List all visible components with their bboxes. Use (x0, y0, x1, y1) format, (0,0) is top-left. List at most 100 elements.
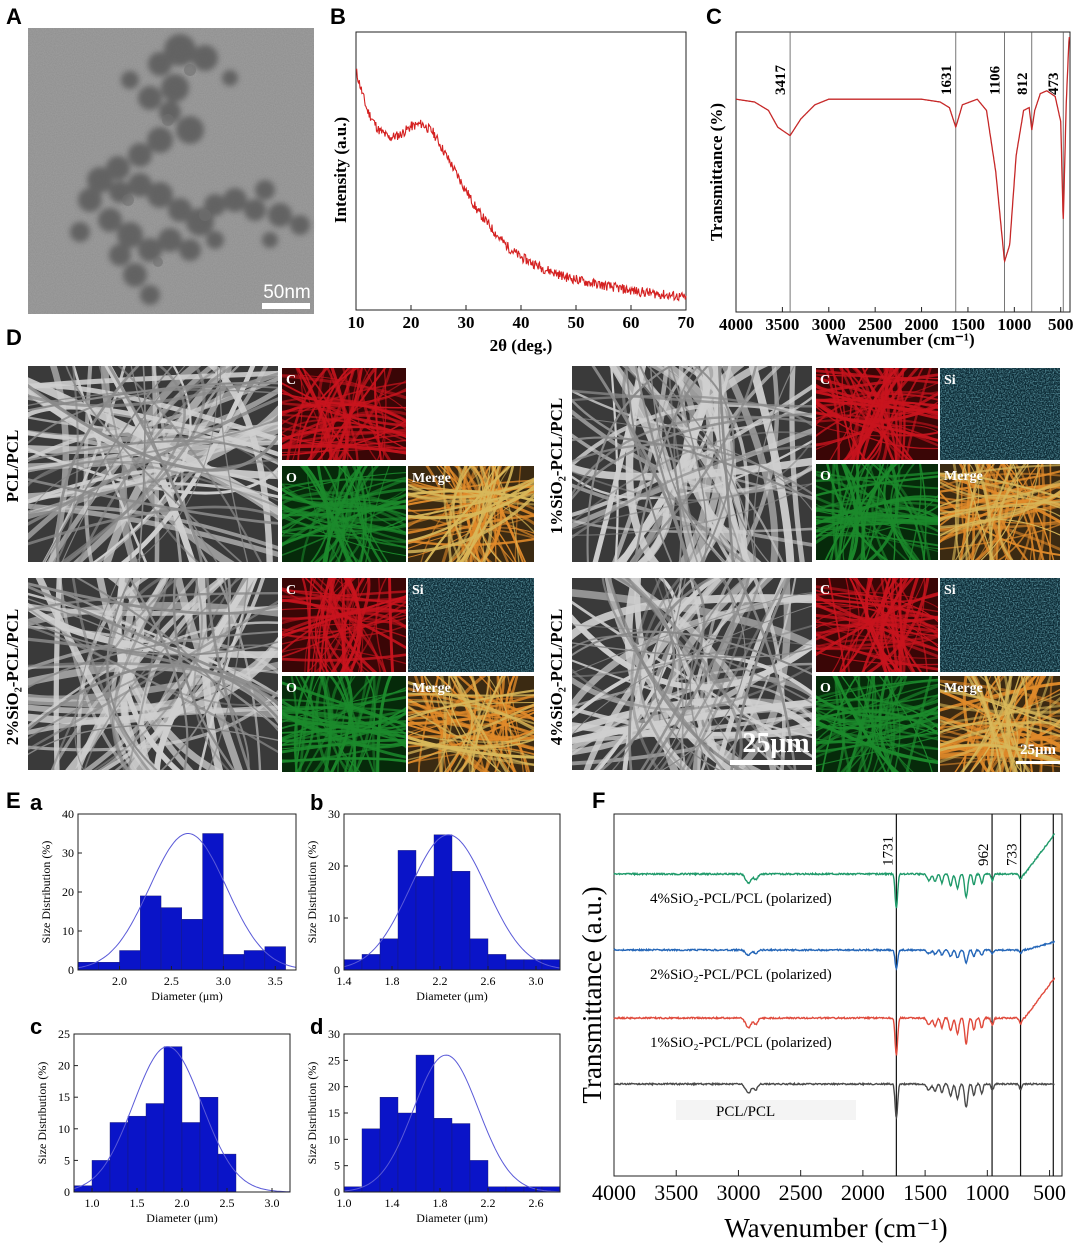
histogram-y-tick-label: 20 (58, 1059, 70, 1073)
normal-fit-curve (77, 833, 297, 969)
ftir-f-trace (613, 977, 1056, 1056)
ftir-f-series-label: 4%SiO₂-PCL/PCL (polarized) (650, 891, 832, 907)
histogram-x-tick-label: 1.4 (337, 974, 352, 988)
eds-map-label: O (820, 681, 831, 696)
fiber-mesh (816, 676, 938, 772)
ftir-f-x-tick-label: 1500 (903, 1180, 947, 1205)
ftir-f-x-tick-label: 3000 (716, 1180, 760, 1205)
fiber-mesh (28, 366, 278, 562)
histogram-x-tick-label: 2.0 (175, 1196, 190, 1210)
histogram-bar (223, 954, 245, 971)
ftir-peak-label: 1106 (987, 65, 1003, 95)
ftir-sio2-chart: Transmittance (%) Wavenumber (cm⁻¹) 4000… (707, 31, 1074, 349)
histogram-x-tick-label: 2.2 (433, 974, 448, 988)
xrd-noisy-trace (355, 68, 687, 302)
eds-map-merge: Merge (408, 676, 534, 772)
histogram-x-tick-label: 1.4 (385, 1196, 400, 1210)
ftir-trace (735, 36, 1070, 264)
tem-scale-bar (262, 303, 310, 309)
histogram-bar (415, 876, 435, 971)
histogram-bar (541, 959, 561, 971)
histogram-y-tick-label: 25 (328, 1053, 340, 1067)
histogram-bar (433, 834, 453, 971)
histogram-bar (160, 907, 183, 971)
eds-map-merge: Merge (940, 464, 1060, 560)
ftir-f-series-label: 1%SiO₂-PCL/PCL (polarized) (650, 1035, 832, 1051)
panel-letter-a: A (6, 4, 22, 29)
fiber-mesh (408, 466, 534, 562)
xrd-chart: Intensity (a.u.) 2θ (deg.) 10 20 30 40 50 60 7… (331, 31, 695, 355)
merge-scale-bar (1016, 761, 1060, 764)
ftir-f-x-tick-label: 2000 (841, 1180, 885, 1205)
eds-map-si: Si (940, 368, 1060, 460)
fiber-mesh (940, 464, 1060, 560)
ftir-x-tick-label: 500 (1048, 315, 1074, 334)
histogram-bar (199, 1096, 219, 1193)
histogram-x-tick-label: 2.6 (529, 1196, 544, 1210)
histogram-bar (98, 962, 120, 971)
histogram-bar (119, 950, 141, 971)
histogram-bar (487, 954, 507, 971)
eds-map-label: C (820, 583, 830, 598)
histogram-bar (181, 919, 203, 971)
ftir-peak-label: 3417 (773, 65, 789, 96)
eds-map-label: O (286, 681, 297, 696)
ftir-composites-chart: Transmittance (a.u.) Wavenumber (cm⁻¹) 4… (577, 813, 1066, 1243)
ftir-peak-label: 1631 (939, 65, 955, 95)
fiber-mesh (282, 368, 406, 460)
normal-fit-curve (343, 834, 561, 969)
histogram-bar (451, 1123, 471, 1193)
eds-map-label: Merge (412, 681, 451, 696)
eds-map-label: Si (944, 373, 956, 388)
histogram-y-tick-label: 10 (328, 1132, 340, 1146)
ftir-f-peak-label: 733 (1005, 844, 1021, 867)
histogram-bar (433, 1118, 453, 1193)
eds-map-o: O (816, 464, 938, 560)
sem-image (28, 578, 278, 770)
histogram-sublabel: d (310, 1014, 323, 1039)
histogram-x-tick-label: 2.6 (481, 974, 496, 988)
histogram-bar (379, 938, 399, 971)
histogram-x-axis-label: Diameter (μm) (151, 989, 222, 1003)
ftir-f-x-tick-label: 4000 (592, 1180, 636, 1205)
histogram-x-tick-label: 2.5 (164, 974, 179, 988)
fiber-mesh (282, 578, 406, 672)
ftir-f-peak-label: 1731 (880, 836, 896, 866)
ftir-f-peak-label: 962 (976, 844, 992, 867)
ftir-peak-label: 473 (1046, 73, 1062, 96)
histogram-bar (127, 1115, 147, 1193)
histogram-bar (202, 833, 224, 971)
eds-map-c: C (816, 368, 938, 460)
histogram-bar (145, 1103, 165, 1193)
histogram-y-tick-label: 0 (68, 963, 74, 977)
histogram-y-tick-label: 0 (334, 1185, 340, 1199)
fiber-mesh (816, 578, 938, 672)
sample-label: 2%SiO₂-PCL/PCL (3, 609, 22, 745)
histogram-y-tick-label: 10 (328, 911, 340, 925)
ftir-x-tick-label: 1500 (951, 315, 985, 334)
ftir-f-trace (613, 1081, 1055, 1120)
eds-map-label: C (286, 373, 296, 388)
ftir-f-x-tick-label: 3500 (654, 1180, 698, 1205)
eds-map-o: O (816, 676, 938, 772)
eds-map-c: C (282, 368, 406, 460)
histogram-sublabel: b (310, 790, 323, 815)
eds-map-label: O (286, 471, 297, 486)
legend-backdrop (676, 1100, 856, 1120)
histogram-x-tick-label: 1.8 (385, 974, 400, 988)
eds-map-si: Si (940, 578, 1060, 672)
histogram-x-tick-label: 3.0 (529, 974, 544, 988)
histogram-bar (109, 1122, 129, 1193)
panel-letter-c: C (706, 4, 722, 29)
ftir-x-tick-label: 4000 (719, 315, 753, 334)
histogram-x-tick-label: 1.0 (337, 1196, 352, 1210)
ftir-x-tick-label: 3000 (812, 315, 846, 334)
fiber-mesh (408, 676, 534, 772)
panel-letter-d: D (6, 325, 22, 350)
eds-map-label: Si (944, 583, 956, 598)
fiber-mesh (940, 676, 1060, 772)
eds-map-label: C (286, 583, 296, 598)
eds-map-label: Merge (944, 469, 983, 484)
tem-image: 50nm (28, 28, 314, 314)
histogram-bar (469, 938, 489, 971)
